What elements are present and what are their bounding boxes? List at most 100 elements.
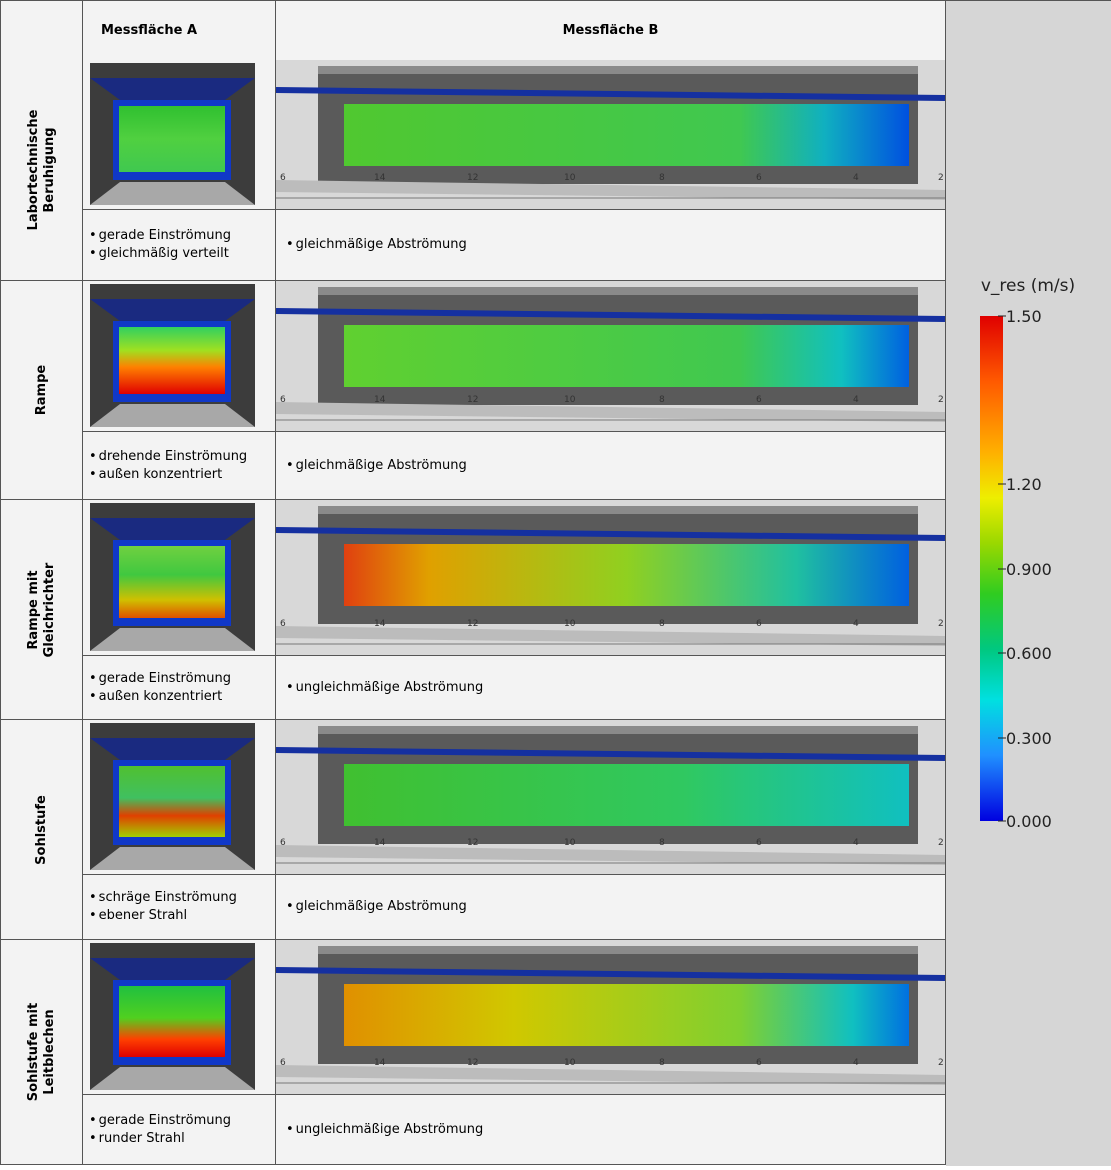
render-axis-label: 12 xyxy=(467,619,478,629)
note: ungleichmäßige Abströmung xyxy=(286,679,945,697)
render-axis-label: 2 xyxy=(938,619,944,629)
render-axis-label: 14 xyxy=(374,395,386,405)
row-label-line: Leitblechen xyxy=(42,1003,58,1101)
row-label-cell: Rampe xyxy=(0,281,83,500)
notes-cell: gleichmäßige Abströmung xyxy=(276,210,946,281)
render-axis-label: 6 xyxy=(280,838,286,848)
render-wall-top xyxy=(318,946,918,954)
note: gleichmäßig verteilt xyxy=(89,245,275,263)
render-axis-label: 12 xyxy=(467,838,478,848)
notes-cell: drehende Einströmungaußen konzentriert xyxy=(83,432,276,500)
header-cell: Messfläche B xyxy=(276,0,946,61)
note: drehende Einströmung xyxy=(89,448,275,466)
render-axis-label: 12 xyxy=(467,395,478,405)
page: Messfläche A Messfläche B v_res (m/s) 1.… xyxy=(0,0,1111,1165)
image-cell xyxy=(83,940,276,1095)
render-axis-label: 6 xyxy=(756,619,762,629)
render-wall-top xyxy=(318,506,918,514)
header-a: Messfläche A xyxy=(101,23,197,38)
render-axis-label: 6 xyxy=(280,395,286,405)
render-axis-label: 8 xyxy=(659,1058,665,1068)
row-label-line: Sohlstufe mit xyxy=(26,1003,42,1101)
render-field xyxy=(119,106,225,172)
render-field xyxy=(344,325,909,387)
legend-tick-label: 1.50 xyxy=(1006,307,1042,326)
legend-tick-label: 0.900 xyxy=(1006,560,1052,579)
image-cell xyxy=(83,281,276,432)
render-axis-label: 6 xyxy=(280,173,286,183)
row-label-cell: Sohlstufe mitLeitblechen xyxy=(0,940,83,1165)
render-axis-label: 10 xyxy=(564,1058,576,1068)
note: gleichmäßige Abströmung xyxy=(286,236,945,254)
note: runder Strahl xyxy=(89,1130,275,1148)
image-cell: 6 14 12 10 8 6 4 2 xyxy=(276,500,946,656)
note: ebener Strahl xyxy=(89,907,275,925)
note: außen konzentriert xyxy=(89,466,275,484)
image-cell: 6 14 12 10 8 6 4 2 xyxy=(276,281,946,432)
row-label-line: Sohlstufe xyxy=(34,795,50,865)
render-field xyxy=(344,984,909,1046)
render-axis-label: 8 xyxy=(659,173,665,183)
note: außen konzentriert xyxy=(89,688,275,706)
note: gerade Einströmung xyxy=(89,1112,275,1130)
render-axis-label: 6 xyxy=(756,395,762,405)
legend-tick-label: 0.300 xyxy=(1006,729,1052,748)
render-axis-label: 10 xyxy=(564,173,576,183)
render-axis-label: 10 xyxy=(564,838,576,848)
plot-a xyxy=(83,60,276,210)
header-b: Messfläche B xyxy=(563,23,659,38)
note: gerade Einströmung xyxy=(89,227,275,245)
plot-a xyxy=(83,720,276,875)
image-cell xyxy=(83,720,276,875)
render-axis-label: 14 xyxy=(374,619,386,629)
note: schräge Einströmung xyxy=(89,889,275,907)
render-axis-label: 8 xyxy=(659,395,665,405)
render-axis-label: 14 xyxy=(374,838,386,848)
legend-title: v_res (m/s) xyxy=(981,276,1075,296)
render-field xyxy=(119,546,225,618)
render-axis-label: 6 xyxy=(756,173,762,183)
render-axis-label: 12 xyxy=(467,1058,478,1068)
plot-b: 6 14 12 10 8 6 4 2 xyxy=(276,500,946,656)
legend-tick-label: 0.600 xyxy=(1006,644,1052,663)
notes-cell: gerade Einströmungaußen konzentriert xyxy=(83,656,276,720)
render-field xyxy=(119,766,225,837)
render-axis-label: 10 xyxy=(564,619,576,629)
render-axis-label: 4 xyxy=(853,395,859,405)
note: gleichmäßige Abströmung xyxy=(286,457,945,475)
notes-cell: ungleichmäßige Abströmung xyxy=(276,1095,946,1165)
render-axis-label: 4 xyxy=(853,1058,859,1068)
notes-cell: gleichmäßige Abströmung xyxy=(276,432,946,500)
plot-b: 6 14 12 10 8 6 4 2 xyxy=(276,281,946,432)
header-cell: Messfläche A xyxy=(83,0,276,61)
notes-cell: ungleichmäßige Abströmung xyxy=(276,656,946,720)
note: gleichmäßige Abströmung xyxy=(286,898,945,916)
render-axis-label: 4 xyxy=(853,619,859,629)
render-axis-label: 10 xyxy=(564,395,576,405)
render-wall-top xyxy=(318,726,918,734)
image-cell xyxy=(83,500,276,656)
render-axis-label: 8 xyxy=(659,838,665,848)
render-axis-label: 2 xyxy=(938,395,944,405)
row-label-line: Labortechnische xyxy=(26,110,42,231)
legend-tick-label: 0.000 xyxy=(1006,812,1052,831)
render-axis-label: 2 xyxy=(938,1058,944,1068)
plot-a xyxy=(83,940,276,1095)
plot-a xyxy=(83,500,276,656)
render-axis-label: 8 xyxy=(659,619,665,629)
note: ungleichmäßige Abströmung xyxy=(286,1121,945,1139)
note: gerade Einströmung xyxy=(89,670,275,688)
render-wall-top xyxy=(318,66,918,74)
render-axis-label: 4 xyxy=(853,173,859,183)
render-axis-label: 6 xyxy=(280,619,286,629)
render-axis-label: 2 xyxy=(938,173,944,183)
notes-cell: gerade Einströmungrunder Strahl xyxy=(83,1095,276,1165)
row-label: Sohlstufe xyxy=(34,795,50,865)
